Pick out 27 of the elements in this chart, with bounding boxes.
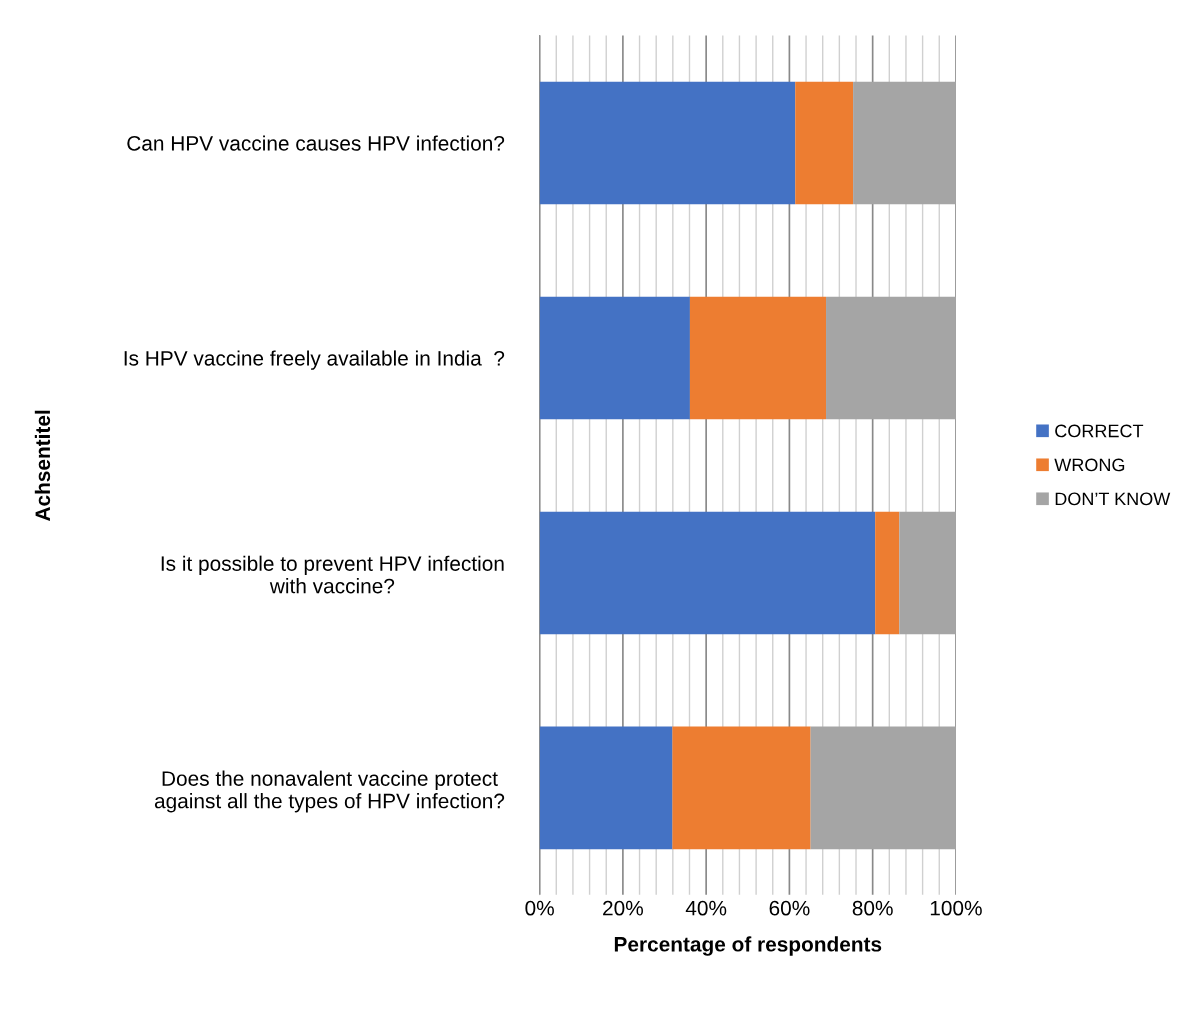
x-tick-label: 40%: [685, 900, 727, 916]
x-tick-label: 60%: [769, 900, 810, 916]
bar: [539, 296, 690, 420]
bar: [826, 296, 956, 420]
x-tick-label: 80%: [852, 900, 893, 916]
bar: [875, 511, 900, 635]
bar: [899, 511, 956, 635]
x-tick-label: 20%: [603, 900, 643, 916]
x-tick-label: 100%: [930, 900, 982, 916]
bar: [853, 81, 956, 205]
x-axis-title: Percentage of respondents: [614, 936, 882, 956]
bar: [672, 726, 811, 850]
y-axis-title: Achsentitel: [34, 410, 51, 522]
bar: [539, 726, 673, 850]
y-tick-label: Can HPV vaccine causes HPV infection?: [127, 135, 505, 151]
legend-label: DON’T KNOW: [1055, 492, 1171, 506]
bar: [810, 726, 956, 850]
bar: [539, 81, 796, 205]
legend-label: WRONG: [1054, 458, 1125, 472]
x-tick-label: 0%: [525, 900, 554, 916]
y-tick-label: Does the nonavalent vaccine protect against all the types of HPV infection?: [154, 770, 505, 813]
y-tick-label: Is it possible to prevent HPV infection with vaccine?: [161, 555, 504, 594]
bar: [539, 511, 876, 635]
y-tick-label: Is HPV vaccine freely available in India ?: [124, 350, 505, 370]
bar: [795, 81, 854, 205]
bar: [689, 296, 827, 420]
legend-label: CORRECT: [1055, 424, 1144, 438]
